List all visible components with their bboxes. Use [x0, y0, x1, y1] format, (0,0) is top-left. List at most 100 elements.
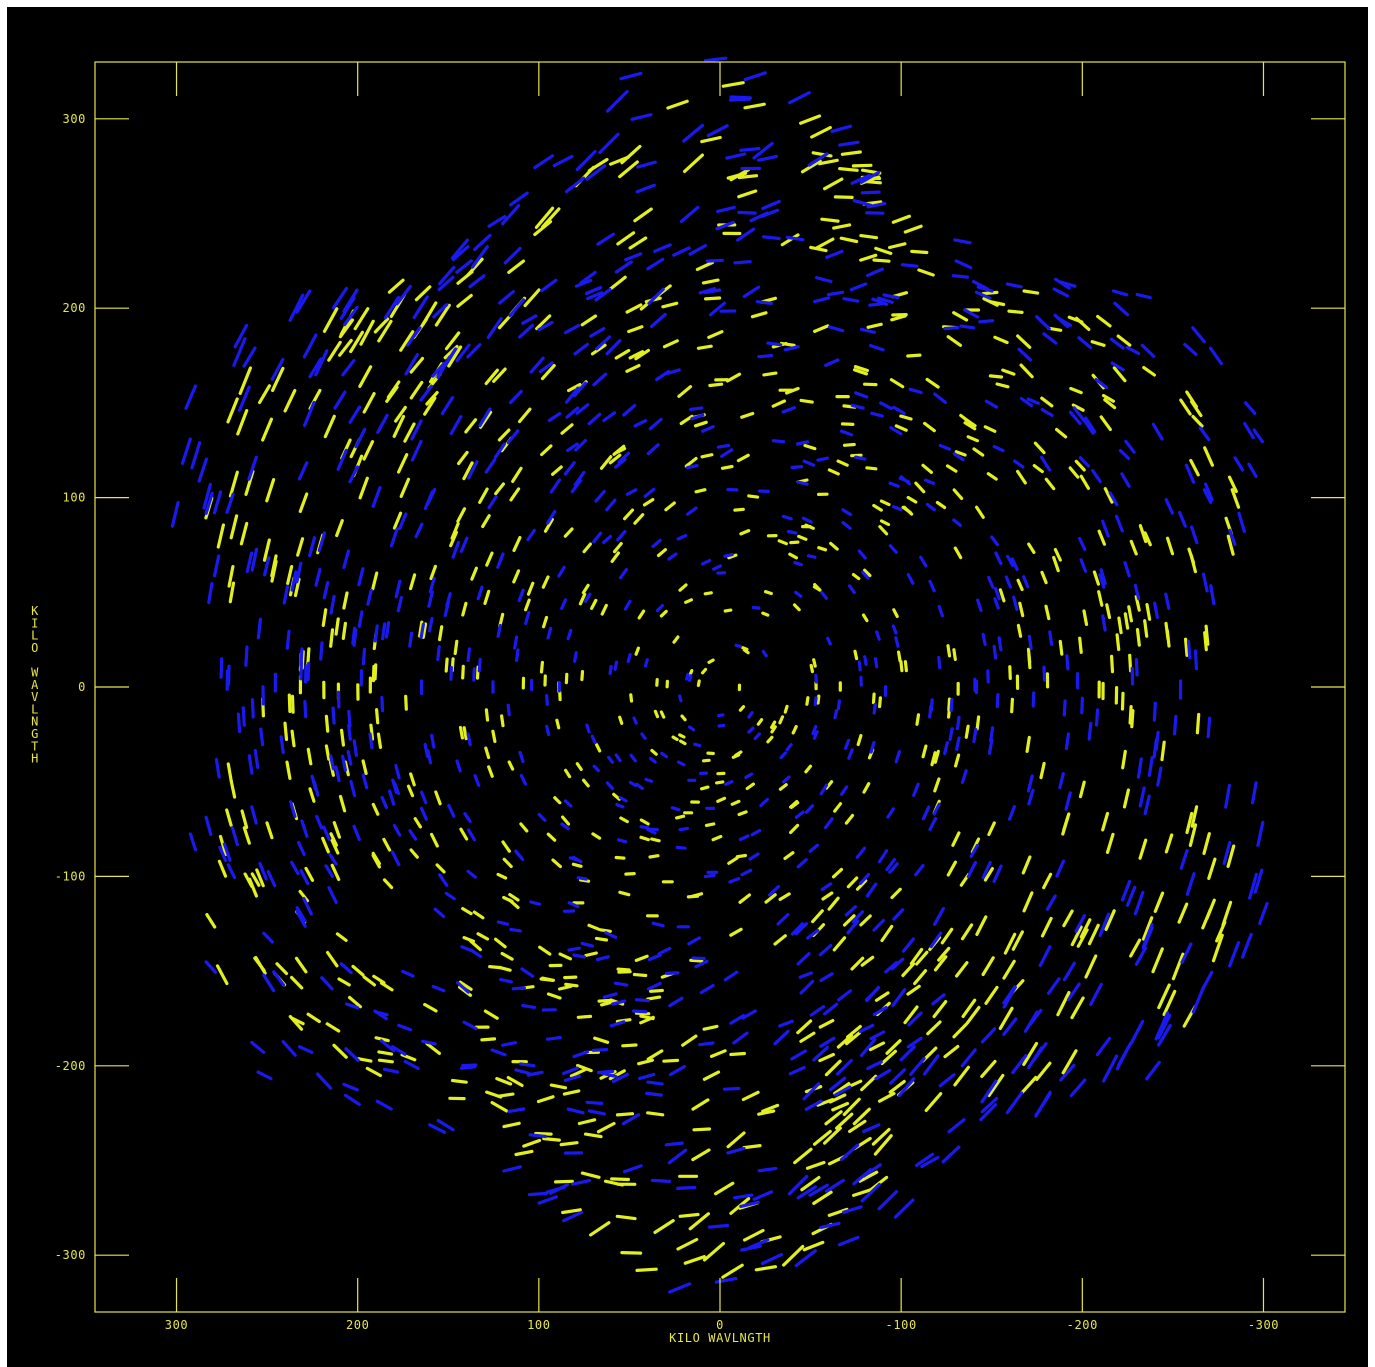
uv-segment: [776, 912, 790, 926]
uv-segment: [698, 1041, 715, 1047]
uv-segment: [1128, 653, 1133, 673]
uv-segment: [901, 505, 912, 514]
uv-segment: [639, 835, 650, 842]
uv-segment: [974, 290, 992, 300]
uv-segment: [1005, 282, 1023, 289]
uv-segment: [686, 506, 698, 516]
uv-segment: [1078, 636, 1083, 654]
uv-segment: [602, 411, 617, 423]
uv-segment: [1154, 730, 1160, 751]
uv-segment: [668, 996, 684, 1008]
uv-segment: [584, 951, 598, 958]
uv-segment: [317, 531, 327, 553]
uv-segment: [511, 466, 523, 483]
uv-segment: [1127, 605, 1134, 623]
uv-segment: [445, 592, 452, 608]
uv-segment: [478, 487, 489, 504]
uv-segment: [924, 1092, 943, 1113]
uv-segment: [817, 546, 828, 552]
uv-segment: [618, 795, 628, 803]
uv-segment: [575, 1063, 593, 1073]
uv-segment: [906, 1036, 923, 1049]
uv-segment: [229, 779, 237, 799]
uv-segment: [236, 409, 249, 436]
uv-segment: [250, 1040, 266, 1054]
uv-segment: [1203, 631, 1208, 652]
uv-segment: [1068, 410, 1082, 426]
uv-segment: [1062, 699, 1067, 717]
uv-segment: [865, 882, 878, 898]
uv-segment: [756, 718, 764, 726]
uv-segment: [675, 845, 687, 850]
uv-segment: [1116, 334, 1132, 347]
uv-segment: [323, 414, 336, 439]
uv-segment: [937, 946, 951, 962]
uv-segment: [379, 981, 394, 992]
uv-segment: [909, 1056, 926, 1077]
uv-segment: [933, 955, 948, 972]
uv-segment: [560, 598, 568, 611]
uv-segment: [919, 555, 928, 568]
uv-segment: [889, 426, 903, 436]
uv-segment: [329, 832, 338, 847]
uv-segment: [298, 492, 309, 513]
uv-segment: [617, 970, 632, 974]
uv-segment: [634, 998, 651, 1003]
uv-segment: [665, 971, 680, 976]
uv-segment: [512, 569, 521, 584]
uv-segment: [316, 1072, 333, 1090]
uv-segment: [872, 1005, 888, 1017]
uv-segment: [980, 1079, 998, 1104]
uv-segment: [238, 366, 252, 395]
uv-segment: [279, 735, 285, 755]
uv-segment: [242, 346, 257, 368]
uv-segment: [653, 709, 660, 719]
uv-segment: [747, 710, 754, 719]
uv-segment: [761, 649, 768, 658]
uv-segment: [757, 354, 774, 359]
uv-segment: [872, 503, 883, 512]
uv-segment: [461, 664, 465, 680]
uv-segment: [643, 487, 656, 498]
uv-segment: [810, 125, 832, 139]
uv-segment: [330, 863, 341, 882]
uv-segment: [1141, 916, 1154, 941]
uv-segment: [371, 486, 382, 508]
uv-segment: [615, 802, 625, 809]
uv-segment: [812, 730, 819, 740]
uv-segment: [631, 1009, 648, 1014]
uv-segment: [1080, 696, 1085, 715]
uv-segment: [632, 972, 648, 978]
uv-segment: [345, 1002, 360, 1010]
uv-segment: [917, 268, 935, 277]
uv-segment: [1179, 848, 1189, 870]
uv-segment: [668, 1064, 687, 1077]
uv-segment: [362, 392, 376, 414]
uv-segment: [614, 753, 622, 763]
uv-segment: [974, 505, 985, 519]
uv-segment: [833, 1081, 851, 1096]
uv-segment: [549, 1083, 568, 1090]
uv-segment: [1252, 428, 1265, 444]
uv-segment: [1186, 639, 1192, 660]
uv-segment: [1091, 469, 1102, 483]
uv-segment: [794, 1249, 817, 1268]
uv-segment: [838, 167, 859, 172]
uv-segment: [362, 975, 376, 987]
uv-segment: [320, 976, 334, 991]
uv-segment: [651, 538, 662, 549]
uv-segment: [729, 1051, 747, 1057]
uv-segment: [674, 814, 686, 820]
uv-segment: [412, 295, 429, 320]
uv-segment: [812, 1045, 830, 1062]
uv-segment: [1138, 524, 1148, 544]
uv-segment: [966, 435, 980, 443]
uv-segment: [351, 626, 357, 645]
uv-segment: [283, 389, 297, 413]
uv-segment: [709, 1049, 727, 1059]
uv-segment: [855, 846, 867, 859]
uv-segment: [1052, 555, 1060, 573]
uv-segment: [518, 323, 535, 339]
uv-segment: [387, 278, 405, 294]
uv-segment: [1233, 456, 1245, 472]
